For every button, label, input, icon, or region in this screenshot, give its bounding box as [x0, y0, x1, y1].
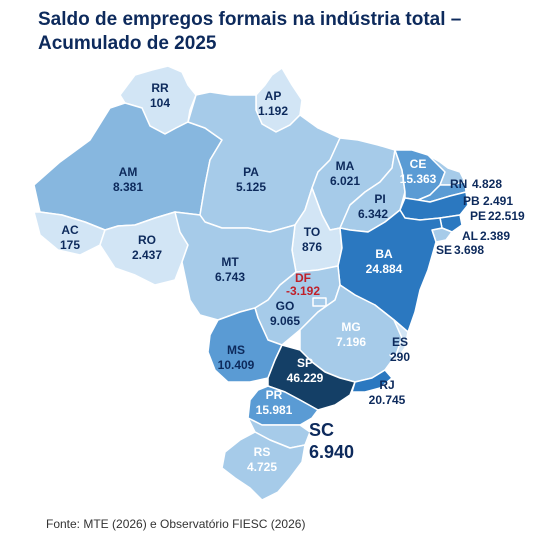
label-ro-name: RO [138, 233, 156, 247]
label-mg-name: MG [341, 320, 360, 334]
label-al-name: AL [462, 229, 478, 243]
label-ma-value: 6.021 [330, 174, 360, 188]
source-footnote: Fonte: MTE (2026) e Observatório FIESC (… [46, 517, 306, 531]
label-am-name: AM [119, 165, 138, 179]
label-pb-value: 2.491 [483, 194, 513, 208]
label-ba-name: BA [375, 247, 393, 261]
label-pb-name: PB [463, 194, 480, 208]
label-ac-name: AC [61, 223, 79, 237]
label-ap-name: AP [265, 89, 282, 103]
label-pa-value: 5.125 [236, 180, 266, 194]
state-rs[interactable] [221, 431, 306, 501]
label-to-name: TO [304, 225, 320, 239]
label-pr-name: PR [266, 388, 283, 402]
label-pe-value: 22.519 [488, 209, 525, 223]
map-title-line-1: Saldo de empregos formais na indústria t… [38, 9, 462, 30]
label-to-value: 876 [302, 240, 322, 254]
label-se-value: 3.698 [454, 243, 484, 257]
label-al-value: 2.389 [480, 229, 510, 243]
label-es-name: ES [392, 335, 408, 349]
label-go-value: 9.065 [270, 314, 300, 328]
label-ms-value: 10.409 [218, 358, 255, 372]
label-ms-name: MS [227, 343, 245, 357]
label-pi-value: 6.342 [358, 207, 388, 221]
label-se-name: SE [436, 243, 452, 257]
label-ac-value: 175 [60, 238, 80, 252]
label-sp-name: SP [297, 356, 313, 370]
label-ro-value: 2.437 [132, 248, 162, 262]
label-rr-value: 104 [150, 96, 170, 110]
label-rj-name: RJ [379, 378, 394, 392]
label-sp-value: 46.229 [287, 371, 324, 385]
label-mg-value: 7.196 [336, 335, 366, 349]
state-go[interactable] [254, 265, 341, 346]
label-rs-value: 4.725 [247, 460, 277, 474]
label-pi-name: PI [374, 192, 385, 206]
state-df[interactable] [312, 297, 327, 307]
label-go-name: GO [276, 299, 295, 313]
label-rs-name: RS [254, 445, 271, 459]
label-sc-value: 6.940 [309, 442, 354, 462]
label-am-value: 8.381 [113, 180, 143, 194]
state-rj[interactable] [351, 369, 393, 393]
label-mt-name: MT [221, 255, 239, 269]
label-ce-name: CE [410, 157, 427, 171]
label-rn-value: 4.828 [472, 177, 502, 191]
label-df-value: -3.192 [286, 284, 320, 298]
label-ap-value: 1.192 [258, 104, 288, 118]
map-labels: RR 104 AP 1.192 AM 8.381 PA 5.125 MA 6.0… [60, 81, 525, 474]
label-ce-value: 15.363 [400, 172, 437, 186]
label-rn-name: RN [450, 177, 467, 191]
state-es[interactable] [389, 319, 409, 361]
label-ma-name: MA [336, 159, 355, 173]
label-mt-value: 6.743 [215, 270, 245, 284]
map-title-line-2: Acumulado de 2025 [38, 33, 217, 54]
label-pa-name: PA [243, 165, 259, 179]
label-pr-value: 15.981 [256, 403, 293, 417]
label-df-name: DF [295, 271, 311, 285]
label-pe-name: PE [470, 209, 486, 223]
label-rj-value: 20.745 [369, 393, 406, 407]
label-ba-value: 24.884 [366, 262, 403, 276]
label-es-value: 290 [390, 350, 410, 364]
label-sc-name: SC [309, 420, 334, 440]
map-title: Saldo de empregos formais na indústria t… [38, 8, 518, 56]
label-rr-name: RR [151, 81, 169, 95]
